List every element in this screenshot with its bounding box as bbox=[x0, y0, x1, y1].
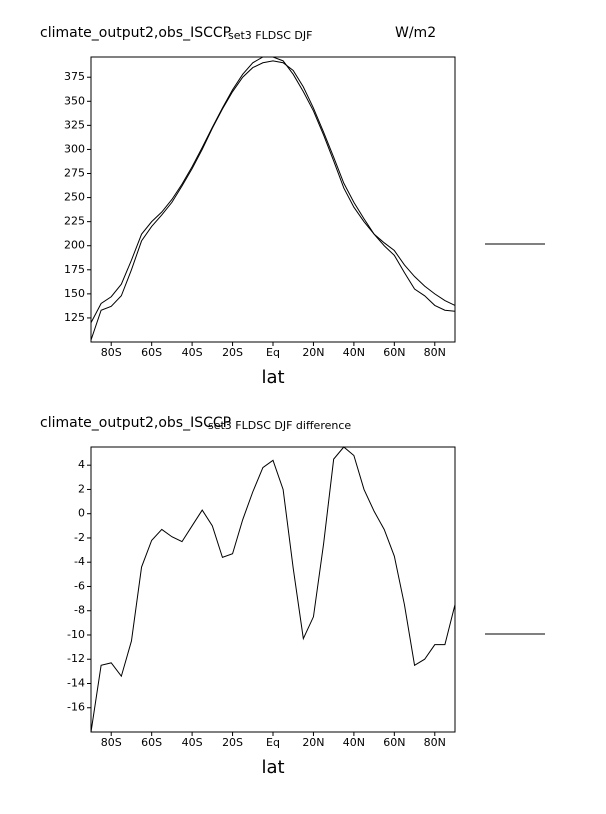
x-tick-label: 20S bbox=[222, 736, 243, 749]
x-tick-label: Eq bbox=[266, 346, 280, 359]
y-tick-label: -14 bbox=[67, 676, 85, 689]
x-tick-label: 60N bbox=[383, 736, 405, 749]
chart-subtitle: set3 FLDSC DJF bbox=[228, 29, 312, 42]
x-axis-label: lat bbox=[261, 367, 284, 388]
y-tick-label: 0 bbox=[78, 507, 85, 520]
x-tick-label: 80S bbox=[101, 346, 122, 359]
data-line bbox=[90, 60, 456, 341]
y-tick-label: 275 bbox=[64, 167, 85, 180]
y-tick-label: -12 bbox=[67, 652, 85, 665]
y-tick-label: 200 bbox=[64, 239, 85, 252]
chart-subtitle: set3 FLDSC DJF difference bbox=[208, 419, 351, 432]
y-tick-label: 375 bbox=[64, 70, 85, 83]
x-tick-label: 60N bbox=[383, 346, 405, 359]
chart-title: climate_output2,obs_ISCCP bbox=[40, 415, 231, 431]
y-tick-label: 225 bbox=[64, 215, 85, 228]
y-tick-label: 150 bbox=[64, 287, 85, 300]
y-tick-label: 175 bbox=[64, 263, 85, 276]
y-tick-label: 350 bbox=[64, 94, 85, 107]
data-line bbox=[90, 56, 456, 323]
y-tick-label: 250 bbox=[64, 191, 85, 204]
y-tick-label: -4 bbox=[74, 555, 85, 568]
x-tick-label: 40S bbox=[182, 736, 203, 749]
y-tick-label: 4 bbox=[78, 458, 85, 471]
y-tick-label: 2 bbox=[78, 482, 85, 495]
y-tick-label: -2 bbox=[74, 531, 85, 544]
y-tick-label: -16 bbox=[67, 701, 85, 714]
x-tick-label: 80S bbox=[101, 736, 122, 749]
y-tick-label: -10 bbox=[67, 628, 85, 641]
x-tick-label: 40N bbox=[343, 736, 365, 749]
x-tick-label: 20N bbox=[302, 346, 324, 359]
x-axis-label: lat bbox=[261, 757, 284, 778]
x-tick-label: 80N bbox=[424, 736, 446, 749]
x-tick-label: 60S bbox=[141, 736, 162, 749]
y-tick-label: 125 bbox=[64, 311, 85, 324]
chart-title: climate_output2,obs_ISCCP bbox=[40, 25, 231, 41]
y-tick-label: 325 bbox=[64, 118, 85, 131]
x-tick-label: Eq bbox=[266, 736, 280, 749]
x-tick-label: 60S bbox=[141, 346, 162, 359]
x-tick-label: 20S bbox=[222, 346, 243, 359]
y-tick-label: -8 bbox=[74, 604, 85, 617]
x-tick-label: 40N bbox=[343, 346, 365, 359]
units-annotation: W/m2 bbox=[395, 25, 436, 41]
x-tick-label: 20N bbox=[302, 736, 324, 749]
x-tick-label: 80N bbox=[424, 346, 446, 359]
x-tick-label: 40S bbox=[182, 346, 203, 359]
y-tick-label: 300 bbox=[64, 142, 85, 155]
y-tick-label: -6 bbox=[74, 579, 85, 592]
data-line bbox=[90, 446, 456, 733]
